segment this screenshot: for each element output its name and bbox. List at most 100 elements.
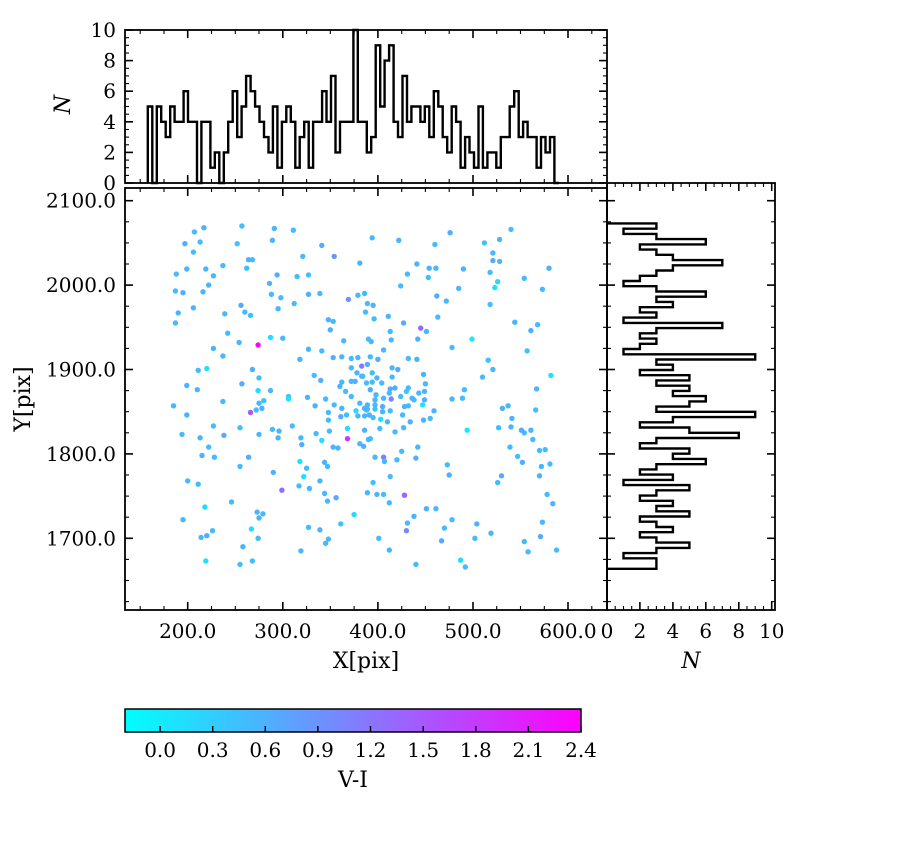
scatter-point (536, 473, 543, 479)
scatter-point (240, 544, 246, 550)
scatter-point (498, 473, 505, 479)
scatter-point (173, 271, 179, 277)
scatter-point (239, 223, 245, 229)
scatter-point (319, 348, 325, 354)
scatter-point (261, 398, 267, 404)
scatter-point (210, 423, 217, 429)
scatter-point (401, 492, 408, 498)
scatter-point (190, 305, 197, 311)
scatter-point (512, 319, 518, 325)
scatter-point (435, 314, 441, 320)
scatter-point (184, 266, 190, 272)
scatter-point (280, 335, 286, 341)
main-plot-frame (124, 187, 608, 611)
scatter-point (425, 274, 431, 281)
scatter-point (335, 445, 341, 451)
top-hist-tick-label: 8 (103, 49, 116, 73)
scatter-point (306, 485, 313, 492)
scatter-point (271, 225, 277, 232)
x-axis-label: X[pix] (333, 649, 399, 674)
scatter-point (381, 458, 388, 465)
scatter-point (290, 227, 296, 233)
scatter-point (474, 521, 480, 527)
scatter-point (539, 519, 546, 525)
scatter-point (331, 402, 337, 408)
scatter-point (387, 473, 393, 480)
scatter-point (244, 265, 250, 271)
scatter-point (441, 525, 448, 531)
scatter-point (352, 378, 358, 384)
scatter-point (354, 370, 360, 376)
scatter-point (398, 283, 404, 289)
scatter-point (361, 290, 368, 297)
scatter-point (378, 416, 384, 422)
scatter-point (376, 535, 382, 541)
scatter-point (380, 347, 387, 353)
scatter-point (339, 354, 345, 360)
scatter-point (299, 441, 305, 448)
scatter-point (370, 414, 376, 421)
scatter-point (528, 427, 534, 433)
y-tick-label: 1800.0 (46, 442, 116, 466)
scatter-point (249, 558, 256, 564)
scatter-point (550, 501, 556, 507)
scatter-point (203, 558, 209, 564)
scatter-point (296, 483, 302, 489)
colorbar-tick-label: 0.9 (302, 738, 334, 762)
colorbar-tick-label: 2.4 (565, 738, 597, 762)
scatter-point (225, 330, 231, 336)
scatter-point (239, 381, 245, 387)
scatter-point (507, 444, 513, 450)
scatter-point (530, 436, 536, 443)
scatter-point (380, 454, 387, 460)
scatter-point (327, 327, 333, 333)
right-histogram-frame (606, 182, 776, 611)
scatter-point (389, 365, 395, 371)
scatter-point (386, 390, 392, 396)
scatter-point (464, 427, 470, 433)
scatter-point (220, 262, 226, 269)
scatter-point (341, 338, 347, 344)
scatter-point (387, 386, 393, 392)
scatter-point (371, 316, 377, 322)
scatter-point (374, 375, 380, 381)
scatter-point (180, 290, 186, 296)
right-hist-tick-label: 6 (699, 619, 712, 643)
scatter-point (434, 293, 440, 299)
colorbar-tick-label: 1.5 (407, 738, 439, 762)
scatter-point (457, 557, 464, 563)
scatter-point (447, 230, 453, 236)
scatter-point (419, 402, 426, 408)
scatter-point (438, 538, 445, 544)
scatter-point (256, 431, 262, 438)
scatter-point (405, 355, 411, 362)
scatter-point (325, 317, 332, 323)
scatter-point (400, 425, 407, 431)
scatter-point (488, 530, 494, 536)
scatter-point (403, 528, 410, 534)
scatter-point (384, 419, 391, 425)
scatter-point (433, 265, 439, 271)
scatter-point (324, 498, 331, 504)
scatter-point (194, 387, 200, 393)
right-histogram-steps (607, 222, 757, 570)
scatter-point (175, 310, 181, 316)
scatter-point (528, 327, 534, 334)
scatter-point (372, 454, 378, 460)
scatter-point (249, 257, 256, 263)
scatter-point (374, 491, 380, 498)
scatter-point (525, 549, 531, 555)
scatter-point (206, 444, 212, 450)
scatter-point (372, 397, 378, 403)
scatter-point (289, 423, 295, 429)
scatter-point (364, 300, 371, 307)
scatter-point (247, 312, 254, 319)
scatter-point (361, 427, 368, 433)
scatter-point (294, 273, 300, 280)
y-tick-label: 1700.0 (46, 526, 116, 550)
scatter-point (197, 239, 203, 245)
scatter-point (364, 402, 371, 408)
scatter-point (537, 533, 544, 540)
scatter-point (325, 409, 332, 416)
scatter-point (344, 436, 351, 442)
